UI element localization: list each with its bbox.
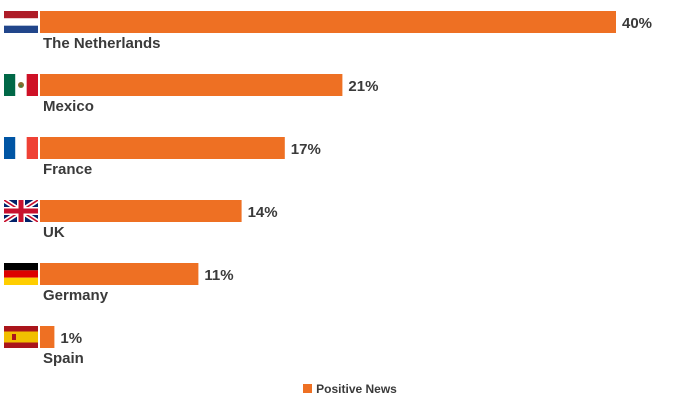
category-label: Spain (43, 350, 84, 367)
bar (40, 11, 616, 33)
bar-value-label: 21% (348, 78, 378, 95)
category-label: Germany (43, 287, 109, 304)
category-label: France (43, 161, 92, 178)
bar-value-label: 1% (60, 330, 82, 347)
legend-label: Positive News (316, 382, 397, 396)
category-label: UK (43, 224, 65, 241)
bar (40, 137, 285, 159)
bar (40, 263, 199, 285)
france-flag-icon (4, 137, 38, 159)
bar-value-label: 14% (248, 204, 278, 221)
bar-value-label: 40% (622, 15, 652, 32)
spain-flag-icon (4, 326, 38, 348)
bar-value-label: 17% (291, 141, 321, 158)
bar-value-label: 11% (204, 267, 233, 284)
category-label: Mexico (43, 98, 94, 115)
bar (40, 326, 55, 348)
bar (40, 74, 343, 96)
uk-flag-icon (4, 200, 38, 222)
legend: Positive News (0, 382, 700, 396)
bar (40, 200, 242, 222)
netherlands-flag-icon (4, 11, 38, 33)
bars-group: 40% The Netherlands 21% Mexico 17% France 14% U… (40, 11, 652, 367)
category-label: The Netherlands (43, 35, 161, 52)
legend-swatch (303, 384, 313, 393)
germany-flag-icon (4, 263, 38, 285)
mexico-flag-icon (4, 74, 38, 96)
